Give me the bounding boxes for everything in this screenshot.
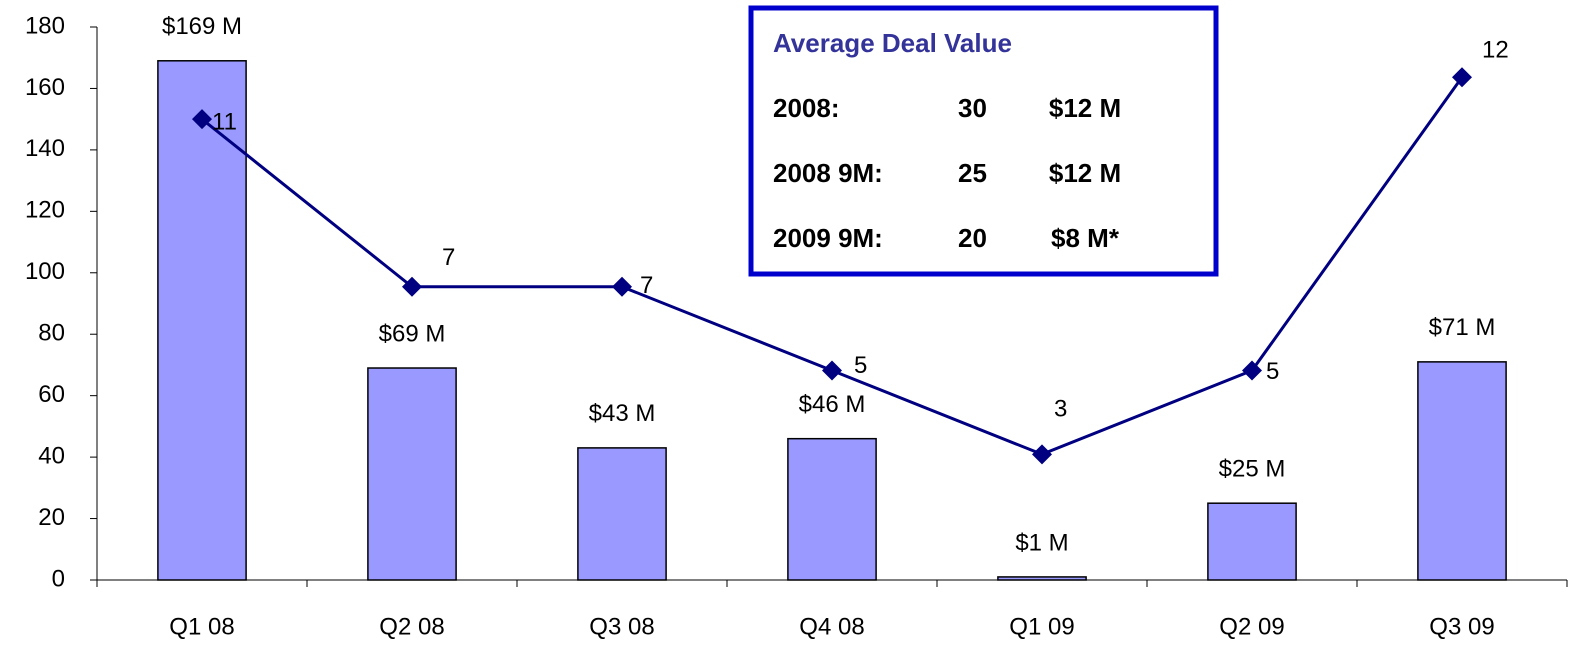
bar-label: $69 M [379,320,446,347]
y-tick-label: 40 [38,442,65,469]
line-label: 5 [854,352,867,379]
line-label: 7 [640,272,653,299]
bar [367,367,457,581]
bar-label: $169 M [162,13,242,40]
y-tick-label: 80 [38,320,65,347]
line-marker [402,276,422,297]
line-marker [822,360,842,381]
line-label: 7 [442,244,455,271]
line-label: 5 [1266,358,1279,385]
bar-label: $43 M [589,400,656,427]
info-box-cell: $12 M [1049,93,1121,123]
info-box-cell: 25 [958,158,987,188]
x-tick-label: Q3 09 [1429,613,1494,640]
line-label: 3 [1054,396,1067,423]
bar [1207,502,1297,581]
y-tick-label: 100 [25,258,65,285]
line-marker [1032,444,1052,465]
line-label: 12 [1482,37,1509,64]
info-box-cell: $8 M* [1051,223,1120,253]
x-tick-label: Q4 08 [799,613,864,640]
y-tick-label: 20 [38,504,65,531]
y-tick-label: 120 [25,197,65,224]
bar-label: $25 M [1219,456,1286,483]
bar-label: $1 M [1015,529,1068,556]
info-box-cell: 20 [958,223,987,253]
info-box: Average Deal Value 2008: 30 $12 M 2008 9M: 2… [748,5,1219,277]
line-label: 11 [212,109,237,136]
line-marker [192,109,212,130]
info-box-title: Average Deal Value [773,28,1012,58]
bar [787,437,877,581]
bar [997,576,1087,581]
y-tick-label: 160 [25,74,65,101]
y-tick-label: 0 [52,565,65,592]
info-box-cell: 30 [958,93,987,123]
x-tick-label: Q2 08 [379,613,444,640]
y-tick-label: 180 [25,12,65,39]
line-marker [612,276,632,297]
bar [577,447,667,581]
info-box-frame [748,5,1219,277]
info-box-cell: $12 M [1049,158,1121,188]
x-tick-label: Q1 08 [169,613,234,640]
y-tick-label: 140 [25,135,65,162]
bar-label: $71 M [1429,314,1496,341]
x-tick-label: Q2 09 [1219,613,1284,640]
y-tick-label: 60 [38,381,65,408]
bar [1417,361,1507,581]
line-marker [1242,360,1262,381]
x-tick-label: Q3 08 [589,613,654,640]
x-tick-label: Q1 09 [1009,613,1074,640]
info-box-cell: 2008: [773,93,840,123]
bar [157,60,247,581]
bar-label: $46 M [799,391,866,418]
info-box-cell: 2008 9M: [773,158,883,188]
line-marker [1452,67,1472,88]
info-box-cell: 2009 9M: [773,223,883,253]
